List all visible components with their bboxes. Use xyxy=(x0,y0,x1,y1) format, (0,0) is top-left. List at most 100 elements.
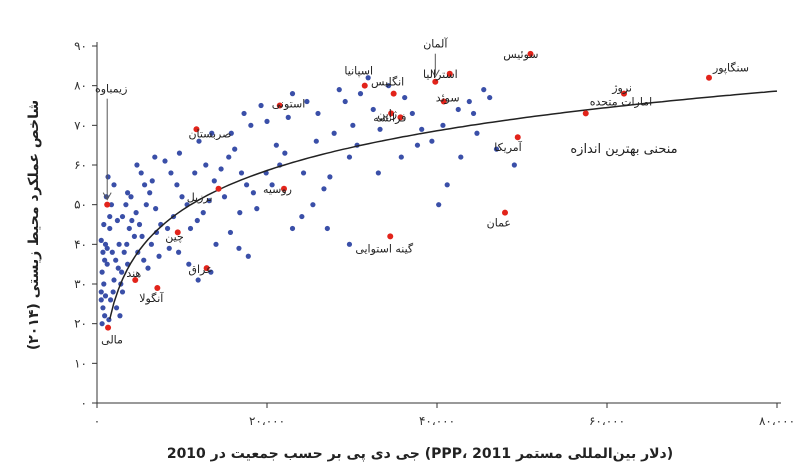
data-point xyxy=(474,130,480,136)
arrow-head xyxy=(430,69,440,78)
data-point xyxy=(111,182,117,188)
country-label: فرانسه xyxy=(373,111,406,124)
data-point xyxy=(313,138,319,144)
country-label: استرالیا xyxy=(423,68,458,81)
data-point xyxy=(156,253,162,259)
country-label: آمریکا xyxy=(494,140,522,154)
data-point xyxy=(113,257,119,263)
data-point xyxy=(104,261,110,267)
country-label: امارات متحده xyxy=(590,95,652,108)
data-point xyxy=(200,210,206,216)
data-point xyxy=(289,91,296,97)
data-point xyxy=(414,142,421,148)
country-label: صربستان xyxy=(188,127,231,140)
data-point xyxy=(346,154,353,160)
y-tick-label: ۰ xyxy=(81,396,87,410)
data-point xyxy=(110,289,116,295)
country-label: نروژ xyxy=(611,82,632,95)
data-point xyxy=(125,190,131,196)
highlight-point xyxy=(104,201,111,208)
data-point xyxy=(289,225,296,232)
highlighted-points: زیمباوه مالی آنگولا هند عراق چین برزیل صربستان ر… xyxy=(95,37,749,347)
data-point xyxy=(336,87,342,93)
data-point xyxy=(124,241,130,247)
highlight-point xyxy=(582,110,589,117)
data-points xyxy=(98,75,517,327)
data-point xyxy=(99,269,105,275)
data-point xyxy=(402,94,408,101)
country-label: انگلیس xyxy=(371,76,404,89)
data-point xyxy=(273,142,279,148)
data-point xyxy=(99,321,105,327)
data-point xyxy=(166,245,172,251)
highlight-point xyxy=(174,229,181,236)
data-point xyxy=(117,313,123,319)
data-point xyxy=(145,265,151,271)
data-point xyxy=(164,225,171,232)
data-point xyxy=(385,83,392,89)
data-point xyxy=(138,170,144,176)
highlight-point xyxy=(432,78,439,85)
highlight-point xyxy=(440,98,447,105)
data-point xyxy=(108,202,115,208)
data-point xyxy=(141,257,147,263)
y-tick-label: ۳۰ xyxy=(74,277,87,291)
arrow-head xyxy=(102,192,112,201)
data-point xyxy=(100,305,106,311)
x-tick-label: ۲۰،۰۰۰ xyxy=(249,414,285,428)
data-point xyxy=(269,182,275,188)
data-point xyxy=(174,182,180,188)
data-point xyxy=(282,150,288,156)
country-label: هند xyxy=(126,267,141,280)
country-label: چین xyxy=(165,230,184,243)
highlight-point xyxy=(154,284,161,291)
country-label: ژاپن xyxy=(377,107,397,120)
data-point xyxy=(126,225,132,232)
x-tick-label: ۸۰،۰۰۰ xyxy=(759,414,795,428)
data-point xyxy=(209,130,215,136)
data-point xyxy=(213,241,219,247)
data-point xyxy=(102,293,109,299)
data-point xyxy=(102,257,108,263)
data-point xyxy=(100,249,106,255)
data-point xyxy=(101,221,107,228)
data-point xyxy=(128,194,134,200)
data-point xyxy=(440,122,446,128)
data-point xyxy=(134,162,140,168)
y-tick-label: ۶۰ xyxy=(74,158,87,172)
data-point xyxy=(109,249,115,255)
y-tick-label: ۵۰ xyxy=(74,198,87,212)
data-point xyxy=(186,261,192,267)
highlight-point xyxy=(527,50,534,57)
data-point xyxy=(304,98,310,105)
highlight-point xyxy=(387,233,394,240)
data-point xyxy=(119,289,126,295)
data-point xyxy=(365,75,371,81)
x-tick-label: ۶۰،۰۰۰ xyxy=(589,414,625,428)
highlight-point xyxy=(193,126,200,133)
highlight-point xyxy=(397,114,404,121)
data-point xyxy=(101,281,107,287)
country-label: روسیه xyxy=(263,183,292,196)
highlight-point xyxy=(105,324,112,331)
country-label: زیمباوه xyxy=(95,83,127,96)
data-point xyxy=(458,154,464,160)
data-point xyxy=(187,225,194,232)
data-point xyxy=(98,237,104,243)
data-point xyxy=(211,178,217,184)
data-point xyxy=(192,170,198,176)
data-point xyxy=(139,233,145,239)
tick-labels: ۰ ۱۰ ۲۰ ۳۰ ۴۰ ۵۰ ۶۰ ۷۰ ۸۰ ۹۰ ۰ ۲۰،۰۰۰ ۴۰،۰۰۰ ۶۰،۰۰۰ ۸۰… xyxy=(74,39,795,428)
data-point xyxy=(131,233,137,239)
country-label: برزیل xyxy=(187,191,213,204)
data-point xyxy=(244,182,250,188)
data-point xyxy=(228,130,234,136)
data-point xyxy=(493,146,500,152)
data-point xyxy=(250,190,256,196)
data-point xyxy=(121,249,127,255)
data-point xyxy=(143,202,149,208)
highlight-point xyxy=(390,90,397,97)
data-point xyxy=(176,150,183,156)
highlight-point xyxy=(276,102,283,109)
